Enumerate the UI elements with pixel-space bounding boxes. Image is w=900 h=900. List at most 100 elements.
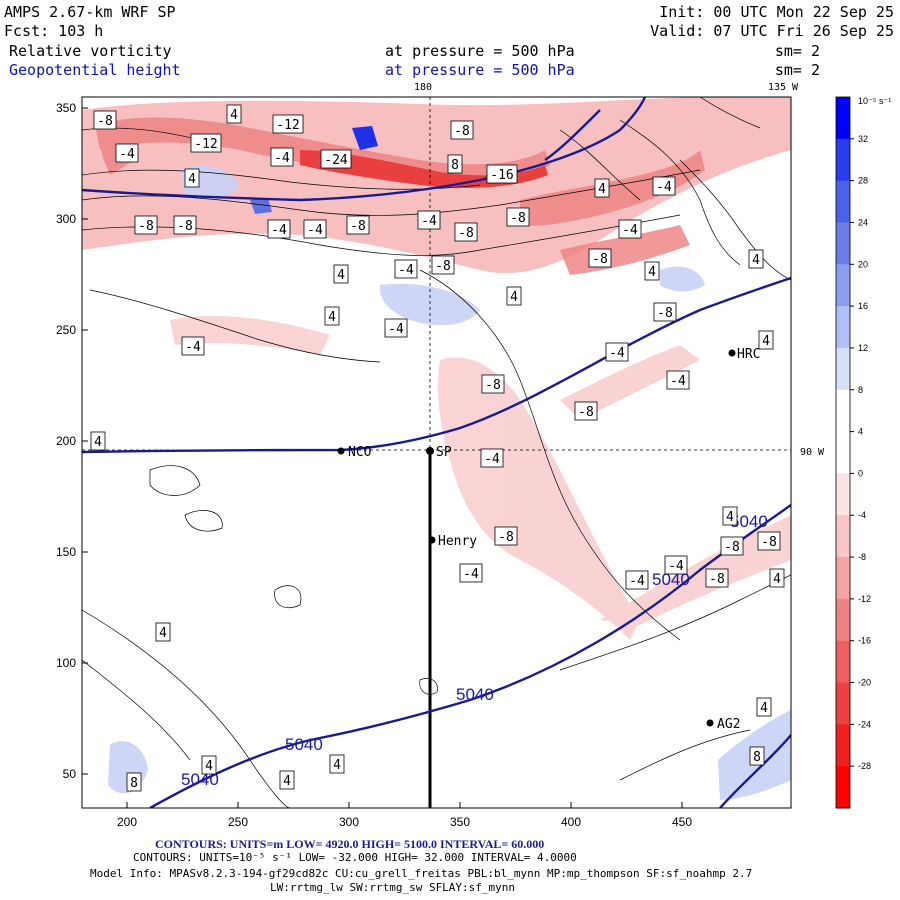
vorticity-label: 4 — [594, 178, 610, 198]
vorticity-label: 8 — [126, 772, 142, 792]
svg-text:-8: -8 — [177, 219, 193, 234]
vorticity-label: -4 — [605, 342, 629, 362]
colorbar-level-label: 24 — [858, 217, 868, 227]
vorticity-label: -4 — [666, 370, 690, 390]
y-tick-label: 300 — [56, 212, 76, 226]
vorticity-label: 4 — [769, 568, 785, 588]
vorticity-label: -8 — [173, 215, 197, 235]
svg-text:-8: -8 — [709, 572, 725, 587]
svg-text:8: 8 — [451, 158, 459, 173]
vorticity-label: -4 — [417, 210, 441, 230]
x-tick-label: 300 — [339, 815, 359, 829]
svg-text:-4: -4 — [274, 151, 290, 166]
field2-name: Geopotential height — [9, 61, 181, 79]
svg-text:4: 4 — [648, 265, 656, 280]
vorticity-label: -16 — [486, 164, 518, 184]
y-tick-label: 150 — [56, 545, 76, 559]
svg-text:-4: -4 — [668, 559, 684, 574]
svg-text:-4: -4 — [398, 263, 414, 278]
y-tick-label: 350 — [56, 101, 76, 115]
strong-positive-vorticity — [250, 126, 378, 214]
vorticity-label: 4 — [324, 306, 340, 326]
x-tick-label: 400 — [561, 815, 581, 829]
colorbar-swatch — [836, 222, 850, 265]
forecast-hour: Fcst: 103 h — [4, 22, 103, 40]
vorticity-label: 4 — [184, 168, 200, 188]
footer-contours-height: CONTOURS: UNITS=m LOW= 4920.0 HIGH= 5100… — [155, 837, 544, 851]
colorbar-level-label: 32 — [858, 134, 868, 144]
vorticity-label: -4 — [303, 219, 327, 239]
colorbar: 10⁻⁵ s⁻¹ 32 28 24 20 16 12 8 4 0 -4 -8 -12 -16 -20 -24… — [835, 96, 891, 809]
svg-text:-8: -8 — [435, 259, 451, 274]
svg-text:4: 4 — [760, 701, 768, 716]
svg-text:4: 4 — [726, 510, 734, 525]
station-hrc-marker[interactable] — [728, 349, 736, 357]
vorticity-label: -4 — [480, 448, 504, 468]
x-tick-label: 250 — [228, 815, 248, 829]
vorticity-label: -8 — [93, 110, 117, 130]
colorbar-level-label: -24 — [858, 719, 871, 729]
station-ag2-label: AG2 — [717, 717, 740, 732]
vorticity-label: -4 — [384, 318, 408, 338]
svg-text:-8: -8 — [454, 124, 470, 139]
svg-text:4: 4 — [337, 268, 345, 283]
height-contour-labels: 5040 5040 5040 5040 5040 — [181, 512, 768, 789]
vorticity-label: 4 — [155, 622, 171, 642]
vorticity-label: 4 — [506, 286, 522, 306]
station-ag2-marker[interactable] — [706, 719, 714, 727]
colorbar-swatch — [836, 138, 850, 182]
svg-text:-4: -4 — [185, 340, 201, 355]
colorbar-swatch — [836, 473, 850, 516]
meridian-135w-label: 135 W — [768, 82, 799, 93]
station-nco-marker[interactable] — [337, 447, 345, 455]
vorticity-label: 4 — [644, 261, 660, 281]
svg-text:-4: -4 — [629, 574, 645, 589]
meridian-90w-label: 90 W — [800, 447, 825, 458]
weak-negative-vorticity — [170, 315, 791, 640]
vorticity-label: -4 — [652, 176, 676, 196]
vorticity-label: -8 — [450, 120, 474, 140]
colorbar-level-label: 20 — [858, 259, 868, 269]
svg-text:4: 4 — [752, 253, 760, 268]
svg-text:-4: -4 — [271, 223, 287, 238]
svg-text:-16: -16 — [490, 168, 513, 183]
height-label: 5040 — [285, 735, 323, 754]
vorticity-label: 8 — [447, 154, 463, 174]
svg-text:4: 4 — [283, 774, 291, 789]
vorticity-label: 4 — [333, 264, 349, 284]
svg-text:4: 4 — [333, 758, 341, 773]
colorbar-level-label: 16 — [858, 301, 868, 311]
height-label: 5040 — [181, 770, 219, 789]
colorbar-level-label: -20 — [858, 678, 871, 688]
vorticity-label: -8 — [134, 215, 158, 235]
height-contours — [82, 97, 791, 808]
svg-text:-8: -8 — [724, 540, 740, 555]
colorbar-level-label: -28 — [858, 761, 871, 771]
colorbar-swatch — [836, 389, 850, 433]
station-henry-label: Henry — [438, 534, 477, 549]
colorbar-level-label: 8 — [858, 385, 863, 395]
svg-text:4: 4 — [188, 172, 196, 187]
colorbar-frame — [835, 96, 851, 809]
svg-text:-8: -8 — [458, 226, 474, 241]
svg-text:-4: -4 — [670, 374, 686, 389]
footer-contours-vorticity: CONTOURS: UNITS=10⁻⁵ s⁻¹ LOW= -32.000 HI… — [133, 851, 577, 864]
south-pole-marker[interactable] — [426, 447, 434, 455]
colorbar-swatch — [836, 97, 850, 140]
station-nco-label: NCO — [348, 445, 372, 460]
south-pole-label: SP — [436, 445, 452, 460]
init-time: Init: 00 UTC Mon 22 Sep 25 — [659, 3, 894, 21]
vorticity-label: -8 — [506, 207, 530, 227]
station-henry-marker[interactable] — [428, 536, 436, 544]
field2-level: at pressure = 500 hPa — [385, 61, 575, 79]
meridian-180-label: 180 — [414, 82, 432, 93]
svg-text:-4: -4 — [484, 452, 500, 467]
vorticity-label: -4 — [618, 219, 642, 239]
svg-text:4: 4 — [205, 759, 213, 774]
vorticity-label: -4 — [459, 563, 483, 583]
y-tick-label: 100 — [56, 656, 76, 670]
svg-text:-8: -8 — [350, 219, 366, 234]
svg-text:-4: -4 — [656, 180, 672, 195]
